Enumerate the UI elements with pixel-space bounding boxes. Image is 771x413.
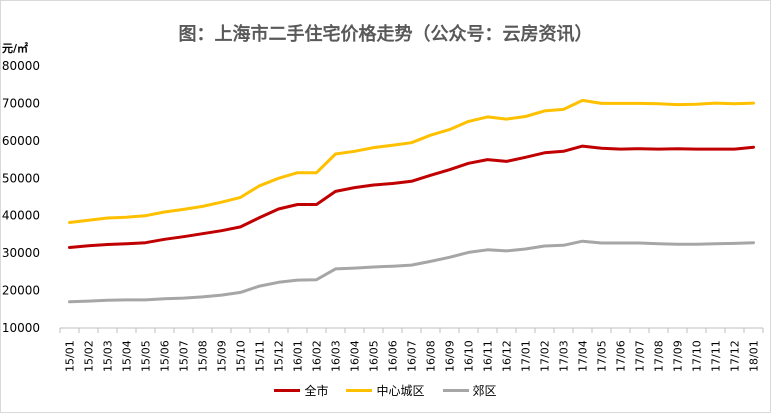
x-tick-label: 17/01 (520, 340, 533, 372)
x-tick-label: 17/06 (615, 340, 628, 372)
x-tick-label: 15/02 (83, 340, 96, 372)
legend-label: 郊区 (472, 384, 497, 398)
legend-item: 郊区 (442, 382, 497, 399)
x-tick-label: 16/08 (425, 340, 438, 372)
x-tick-label: 15/06 (159, 340, 172, 372)
y-tick-label: 30000 (2, 246, 40, 260)
legend-swatch (346, 389, 373, 392)
x-tick-label: 15/09 (216, 340, 229, 372)
x-tick-label: 16/01 (292, 340, 305, 372)
y-tick-label: 40000 (2, 209, 40, 223)
x-tick-label: 17/05 (596, 340, 609, 372)
x-tick-label: 16/06 (387, 340, 400, 372)
x-tick-label: 17/04 (577, 340, 590, 372)
x-tick-label: 15/12 (273, 340, 286, 372)
y-tick-label: 20000 (2, 284, 40, 298)
x-tick-label: 15/08 (197, 340, 210, 372)
x-tick-label: 16/10 (463, 340, 476, 372)
legend-item: 全市 (274, 382, 328, 399)
legend-label: 全市 (304, 384, 329, 398)
x-tick-label: 15/04 (121, 340, 134, 372)
y-tick-label: 10000 (2, 321, 40, 335)
series-line (68, 239, 755, 304)
x-tick-label: 16/04 (349, 340, 362, 372)
legend: 全市 中心城区 郊区 (0, 382, 771, 399)
x-tick-label: 17/02 (539, 340, 552, 372)
legend-swatch (442, 389, 469, 392)
x-tick-label: 16/05 (368, 340, 381, 372)
y-tick-label: 70000 (2, 96, 40, 110)
y-tick-label: 50000 (2, 171, 40, 185)
x-tick-label: 18/01 (748, 340, 761, 372)
x-tick-label: 16/11 (482, 340, 495, 372)
series-line (68, 144, 755, 249)
x-tick-label: 16/07 (406, 340, 419, 372)
x-tick-label: 17/10 (691, 340, 704, 372)
x-tick-label: 15/05 (140, 340, 153, 372)
x-tick-label: 15/03 (102, 340, 115, 372)
x-tick-label: 15/01 (64, 340, 77, 372)
x-tick-label: 17/09 (672, 340, 685, 372)
x-tick-label: 15/11 (254, 340, 267, 372)
x-tick-label: 17/11 (710, 340, 723, 372)
legend-label: 中心城区 (376, 384, 425, 398)
x-tick-label: 17/12 (729, 340, 742, 372)
chart-title: 图：上海市二手住宅价格走势（公众号：云房资讯） (178, 24, 593, 45)
x-tick-label: 17/08 (653, 340, 666, 372)
y-tick-label: 60000 (2, 134, 40, 148)
legend-item: 中心城区 (346, 382, 425, 399)
x-tick-label: 16/09 (444, 340, 457, 372)
x-tick-label: 17/03 (558, 340, 571, 372)
series-line (68, 98, 755, 224)
y-axis-unit: 元/㎡ (2, 42, 29, 55)
x-tick-label: 16/03 (330, 340, 343, 372)
x-tick-label: 16/02 (311, 340, 324, 372)
x-tick-label: 17/07 (634, 340, 647, 372)
y-tick-label: 80000 (2, 59, 40, 73)
x-tick-label: 15/10 (235, 340, 248, 372)
x-tick-label: 15/07 (178, 340, 191, 372)
x-tick-label: 16/12 (501, 340, 514, 372)
legend-swatch (274, 389, 301, 392)
